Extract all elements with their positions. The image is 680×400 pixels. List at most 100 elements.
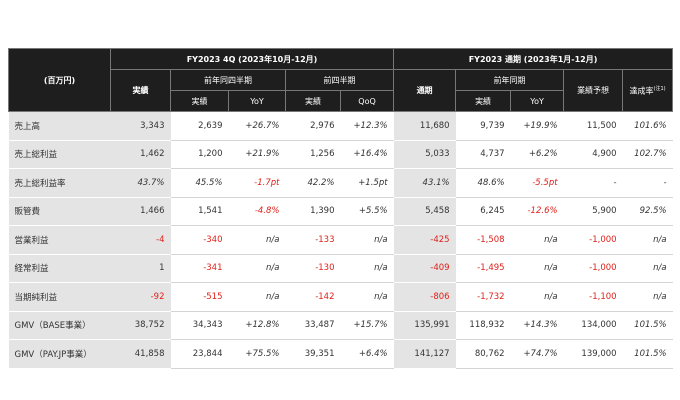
- value-cell: n/a: [340, 282, 394, 312]
- value-cell: 4,900: [563, 140, 623, 169]
- value-cell: -425: [393, 225, 456, 255]
- value-cell: -133: [285, 225, 341, 255]
- row-label: GMV（BASE事業）: [8, 311, 111, 340]
- value-cell: -1,000: [563, 225, 623, 255]
- value-cell: 6,245: [455, 197, 511, 226]
- value-cell: 1,462: [110, 140, 171, 169]
- value-cell: -1.7pt: [228, 168, 286, 198]
- value-cell: 3,343: [110, 111, 171, 141]
- value-cell: 5,458: [393, 197, 456, 226]
- value-cell: 43.1%: [393, 168, 456, 198]
- column-header: 実績: [110, 69, 171, 112]
- value-cell: 33,487: [285, 311, 341, 340]
- financial-table: (百万円) FY2023 4Q (2023年10月-12月) FY2023 通期…: [8, 48, 674, 369]
- value-cell: +12.8%: [228, 311, 286, 340]
- value-cell: 141,127: [393, 339, 456, 369]
- row-label: 営業利益: [8, 225, 111, 255]
- value-cell: 1: [110, 254, 171, 283]
- sub-header: YoY: [510, 90, 565, 112]
- value-cell: 23,844: [170, 339, 229, 369]
- table-row: 売上総利益 1,462 1,200 +21.9% 1,256 +16.4% 5,033 4,7…: [8, 140, 673, 169]
- value-cell: 5,033: [393, 140, 456, 169]
- value-cell: +16.4%: [340, 140, 394, 169]
- column-header-text: 達成率: [629, 86, 654, 96]
- value-cell: 34,343: [170, 311, 229, 340]
- value-cell: -4.8%: [228, 197, 286, 226]
- table-row: 売上高 3,343 2,639 +26.7% 2,976 +12.3% 11,680 9,73…: [8, 111, 673, 141]
- value-cell: +19.9%: [510, 111, 564, 141]
- row-label: 売上総利益: [8, 140, 111, 169]
- value-cell: +26.7%: [228, 111, 286, 141]
- column-header: 達成率(注1): [622, 69, 674, 112]
- footnote-mark: (注1): [653, 85, 666, 92]
- value-cell: -1,000: [563, 254, 623, 283]
- value-cell: 11,500: [563, 111, 623, 141]
- value-cell: 101.6%: [622, 111, 673, 141]
- value-cell: 9,739: [455, 111, 511, 141]
- value-cell: -515: [170, 282, 229, 312]
- row-label: 売上高: [8, 111, 111, 141]
- value-cell: -130: [285, 254, 341, 283]
- value-cell: 1,541: [170, 197, 229, 226]
- table-row: 経常利益 1 -341 n/a -130 n/a -409 -1,495 n/a -1,000 n/…: [8, 254, 673, 283]
- value-cell: +12.3%: [340, 111, 394, 141]
- period-header: FY2023 4Q (2023年10月-12月): [109, 48, 395, 70]
- value-cell: 42.2%: [285, 168, 341, 198]
- value-cell: 1,466: [110, 197, 171, 226]
- value-cell: 1,256: [285, 140, 341, 169]
- value-cell: n/a: [622, 254, 673, 283]
- table-row: GMV（PAY.JP事業） 41,858 23,844 +75.5% 39,351 +6.…: [8, 339, 673, 369]
- value-cell: n/a: [228, 254, 286, 283]
- value-cell: n/a: [228, 225, 286, 255]
- value-cell: n/a: [510, 282, 564, 312]
- value-cell: 11,680: [393, 111, 456, 141]
- column-header: 通期: [393, 69, 457, 112]
- row-label: 販管費: [8, 197, 111, 226]
- value-cell: 101.5%: [622, 339, 673, 369]
- column-header: 前四半期: [284, 69, 395, 91]
- sub-header: YoY: [228, 90, 286, 112]
- value-cell: 5,900: [563, 197, 623, 226]
- value-cell: 48.6%: [455, 168, 511, 198]
- value-cell: -1,100: [563, 282, 623, 312]
- value-cell: 92.5%: [622, 197, 673, 226]
- table-row: 売上総利益率 43.7% 45.5% -1.7pt 42.2% +1.5pt 43.1% 48…: [8, 168, 673, 198]
- value-cell: -: [622, 168, 673, 198]
- value-cell: 1,390: [285, 197, 341, 226]
- value-cell: +15.7%: [340, 311, 394, 340]
- value-cell: +74.7%: [510, 339, 564, 369]
- value-cell: -4: [110, 225, 171, 255]
- value-cell: -340: [170, 225, 229, 255]
- column-header: 前年同期: [455, 69, 565, 91]
- table-body: 売上高 3,343 2,639 +26.7% 2,976 +12.3% 11,680 9,73…: [8, 111, 673, 369]
- value-cell: -1,732: [455, 282, 511, 312]
- value-cell: +1.5pt: [340, 168, 394, 198]
- table-row: GMV（BASE事業） 38,752 34,343 +12.8% 33,487 +15.7…: [8, 311, 673, 340]
- row-label: 売上総利益率: [8, 168, 111, 198]
- value-cell: +6.2%: [510, 140, 564, 169]
- value-cell: 45.5%: [170, 168, 229, 198]
- period-header: FY2023 通期 (2023年1月-12月): [393, 48, 674, 70]
- sub-header-row: 実績 YoY 実績 QoQ 実績 YoY: [9, 90, 673, 112]
- value-cell: 43.7%: [110, 168, 171, 198]
- value-cell: n/a: [622, 225, 673, 255]
- value-cell: 41,858: [110, 339, 171, 369]
- value-cell: +14.3%: [510, 311, 564, 340]
- value-cell: 80,762: [455, 339, 511, 369]
- sub-header: 実績: [170, 90, 229, 112]
- value-cell: n/a: [622, 282, 673, 312]
- row-label: GMV（PAY.JP事業）: [8, 339, 111, 369]
- value-cell: -341: [170, 254, 229, 283]
- sub-header: 実績: [285, 90, 341, 112]
- value-cell: 4,737: [455, 140, 511, 169]
- value-cell: -1,508: [455, 225, 511, 255]
- value-cell: 39,351: [285, 339, 341, 369]
- unit-header: (百万円): [8, 48, 111, 112]
- value-cell: -1,495: [455, 254, 511, 283]
- value-cell: +75.5%: [228, 339, 286, 369]
- row-label: 当期純利益: [8, 282, 111, 312]
- sub-header: 実績: [455, 90, 512, 112]
- value-cell: n/a: [340, 225, 394, 255]
- value-cell: n/a: [228, 282, 286, 312]
